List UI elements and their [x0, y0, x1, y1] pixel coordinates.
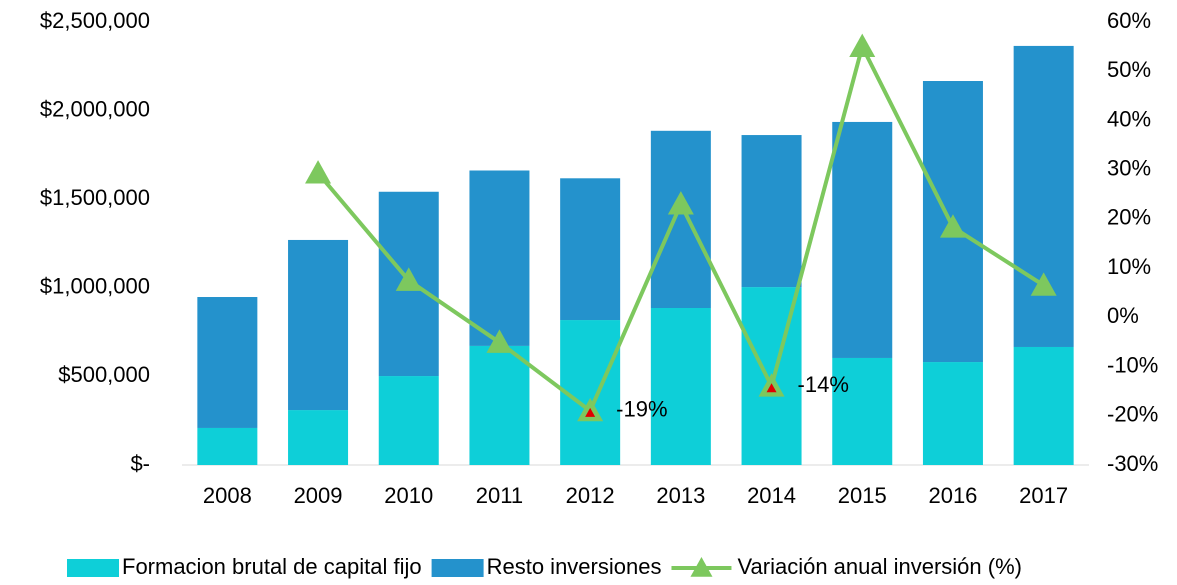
x-tick-label: 2015	[838, 483, 887, 508]
y-tick-label: $2,500,000	[40, 8, 150, 33]
x-tick-label: 2008	[203, 483, 252, 508]
legend-label: Variación anual inversión (%)	[737, 554, 1022, 579]
bar-segment	[832, 121, 893, 358]
y-tick-label: $1,000,000	[40, 274, 150, 299]
legend-swatch	[431, 559, 484, 577]
bar-segment	[1013, 346, 1074, 465]
y-tick-label: $2,000,000	[40, 96, 150, 121]
bar-segment	[197, 427, 258, 465]
y-tick-label: $1,500,000	[40, 185, 150, 210]
bar-segment	[469, 345, 530, 465]
y2-tick-label: -20%	[1107, 402, 1158, 427]
x-tick-label: 2011	[476, 483, 523, 508]
y2-tick-label: 20%	[1107, 205, 1151, 230]
legend-label: Resto inversiones	[487, 554, 662, 579]
bar-segment	[560, 320, 621, 465]
marker	[1030, 272, 1057, 296]
y2-tick-label: 30%	[1107, 155, 1151, 180]
y2-tick-label: 60%	[1107, 8, 1151, 33]
highlight-marker	[585, 407, 596, 417]
y2-tick-label: -10%	[1107, 352, 1158, 377]
x-tick-label: 2010	[384, 483, 433, 508]
marker	[395, 267, 422, 291]
data-label: -14%	[798, 372, 849, 397]
marker	[305, 160, 332, 184]
x-tick-label: 2014	[747, 483, 796, 508]
bar-segment	[1013, 45, 1074, 347]
bar-segment	[288, 410, 349, 465]
legend-swatch	[67, 559, 119, 577]
bar-segment	[197, 297, 258, 428]
y2-tick-label: 40%	[1107, 106, 1151, 131]
y-tick-label: $500,000	[58, 362, 150, 387]
y2-tick-label: -30%	[1107, 451, 1158, 476]
bar-segment	[560, 178, 621, 321]
bar-segment	[922, 362, 983, 465]
bar-segment	[650, 130, 711, 309]
x-tick-label: 2012	[566, 483, 615, 508]
bar-segment	[469, 170, 530, 346]
y2-tick-label: 10%	[1107, 254, 1151, 279]
bar-segment	[650, 308, 711, 465]
x-tick-label: 2017	[1019, 483, 1068, 508]
legend-marker	[690, 557, 713, 577]
y-tick-label: $-	[130, 451, 150, 476]
marker	[939, 214, 966, 238]
legend-label: Formacion brutal de capital fijo	[122, 554, 422, 579]
bar-segment	[741, 135, 802, 288]
marker	[486, 329, 513, 353]
highlight-marker	[766, 383, 777, 393]
x-tick-label: 2009	[294, 483, 343, 508]
bar-segment	[288, 239, 349, 411]
marker	[667, 191, 694, 215]
y2-tick-label: 50%	[1107, 57, 1151, 82]
x-tick-label: 2016	[928, 483, 977, 508]
bar-segment	[832, 357, 893, 465]
x-tick-label: 2013	[656, 483, 705, 508]
bar-segment	[378, 376, 439, 465]
data-label: -19%	[616, 397, 667, 422]
y2-tick-label: 0%	[1107, 303, 1139, 328]
marker	[849, 33, 876, 58]
